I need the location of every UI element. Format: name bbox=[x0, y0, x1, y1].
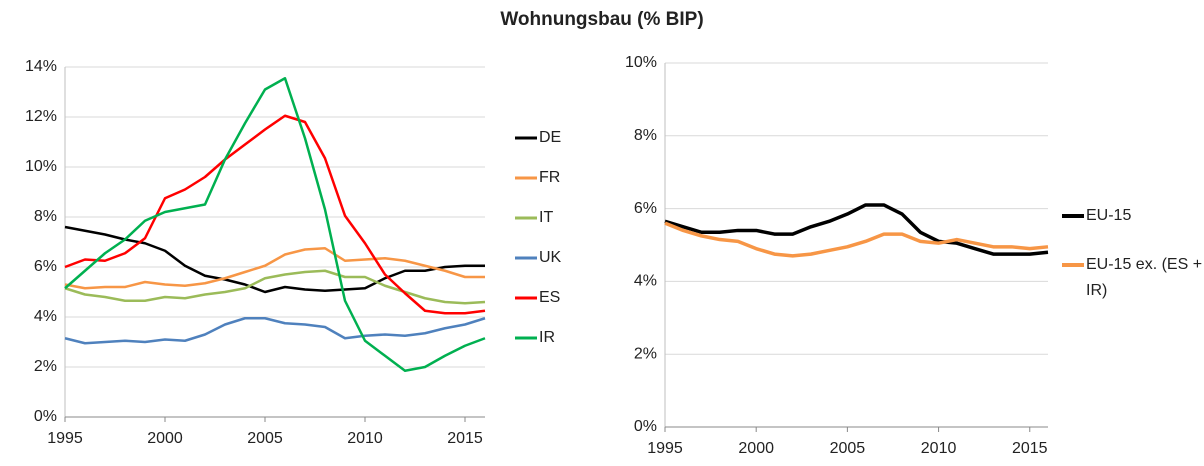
y-tick-label: 10% bbox=[25, 158, 57, 175]
legend-label: EU-15 bbox=[1086, 207, 1132, 224]
x-tick-label: 2000 bbox=[738, 440, 774, 457]
x-tick-label: 2015 bbox=[447, 430, 483, 447]
x-tick-label: 1995 bbox=[47, 430, 83, 447]
chart-title: Wohnungsbau (% BIP) bbox=[500, 9, 703, 30]
x-tick-label: 2005 bbox=[830, 440, 866, 457]
legend-label: EU-15 ex. (ES + IR) bbox=[1086, 256, 1203, 299]
legend-item: IR bbox=[539, 329, 555, 346]
y-tick-label: 0% bbox=[634, 418, 657, 435]
legend-item: FR bbox=[539, 169, 561, 186]
series-line bbox=[64, 269, 486, 305]
series-line bbox=[64, 77, 486, 372]
legend-item: IT bbox=[539, 209, 554, 226]
legend-label: IT bbox=[539, 209, 554, 226]
series-line bbox=[664, 221, 1049, 258]
y-tick-label: 6% bbox=[34, 258, 57, 275]
series-line bbox=[64, 317, 486, 345]
legend-item: EU-15 bbox=[1086, 207, 1132, 224]
series-line bbox=[664, 203, 1049, 256]
x-tick-label: 1995 bbox=[647, 440, 683, 457]
legend-item: EU-15 ex. (ES + IR) bbox=[1086, 256, 1203, 299]
y-tick-label: 4% bbox=[634, 273, 657, 290]
legend-label: ES bbox=[539, 289, 561, 306]
y-tick-label: 2% bbox=[634, 345, 657, 362]
x-tick-label: 2005 bbox=[247, 430, 283, 447]
y-tick-label: 2% bbox=[34, 358, 57, 375]
x-tick-label: 2010 bbox=[347, 430, 383, 447]
series-line bbox=[64, 225, 485, 294]
series-line bbox=[64, 114, 486, 315]
y-tick-label: 0% bbox=[34, 408, 57, 425]
series-line bbox=[64, 247, 485, 290]
y-tick-label: 12% bbox=[25, 108, 57, 125]
x-tick-label: 2015 bbox=[1012, 440, 1048, 457]
y-tick-label: 8% bbox=[34, 208, 57, 225]
legend-label: DE bbox=[539, 129, 562, 146]
legend-label: UK bbox=[539, 249, 562, 266]
y-tick-label: 14% bbox=[25, 58, 57, 75]
y-tick-label: 4% bbox=[34, 308, 57, 325]
x-tick-label: 2010 bbox=[921, 440, 957, 457]
legend-item: UK bbox=[539, 249, 562, 266]
y-tick-label: 6% bbox=[634, 200, 657, 217]
legend-item: DE bbox=[539, 129, 562, 146]
legend-item: ES bbox=[539, 289, 561, 306]
y-tick-label: 10% bbox=[625, 54, 657, 71]
legend-label: FR bbox=[539, 169, 561, 186]
y-tick-label: 8% bbox=[634, 127, 657, 144]
legend-label: IR bbox=[539, 329, 555, 346]
x-tick-label: 2000 bbox=[147, 430, 183, 447]
